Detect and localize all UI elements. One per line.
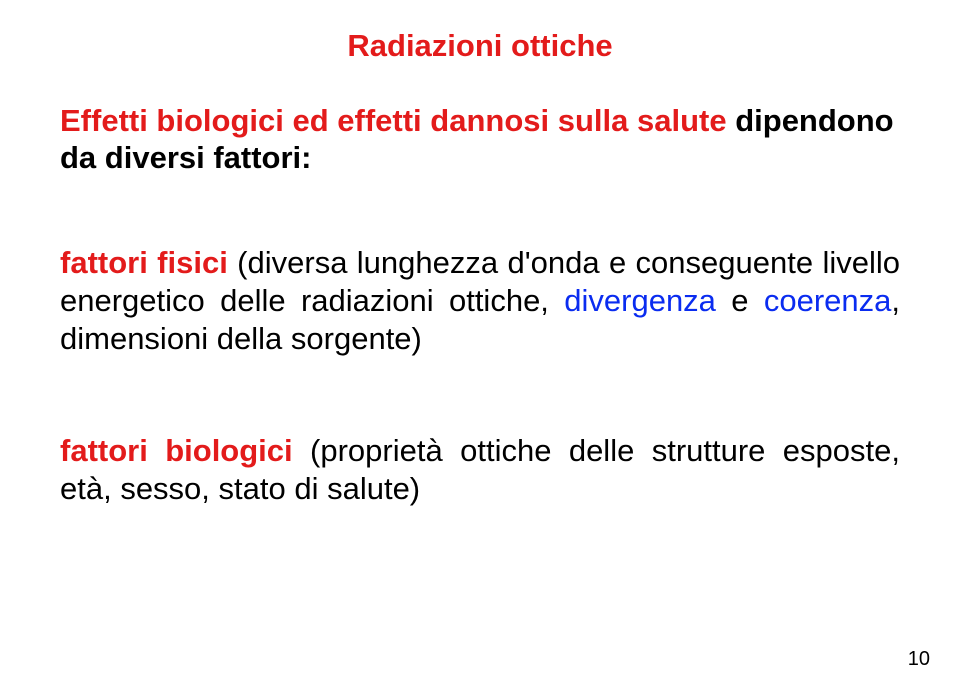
page-number: 10 <box>908 648 930 671</box>
section-biological: fattori biologici (proprietà ottiche del… <box>60 432 900 508</box>
section-physical-label: fattori fisici <box>60 245 228 280</box>
section-physical: fattori fisici (diversa lunghezza d'onda… <box>60 244 900 357</box>
lead-red-text: Effetti biologici ed effetti dannosi sul… <box>60 103 735 138</box>
section-physical-blue-b: coerenza <box>764 283 892 318</box>
section-physical-blue-a: divergenza <box>564 283 716 318</box>
slide: Radiazioni ottiche Effetti biologici ed … <box>0 0 960 695</box>
section-biological-label: fattori biologici <box>60 433 293 468</box>
section-physical-text-b: e <box>716 283 764 318</box>
slide-title: Radiazioni ottiche <box>60 28 900 64</box>
lead-paragraph: Effetti biologici ed effetti dannosi sul… <box>60 102 900 176</box>
